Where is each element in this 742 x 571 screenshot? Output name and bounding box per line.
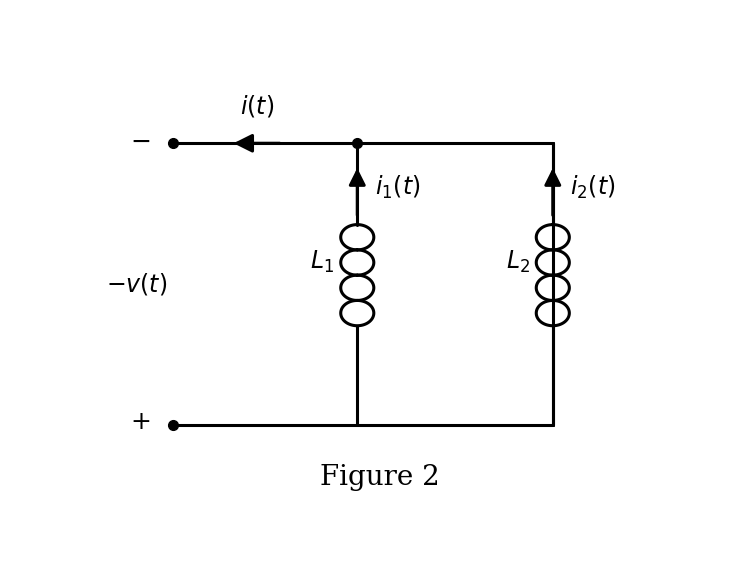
Text: $i_2(t)$: $i_2(t)$ [570, 174, 615, 201]
Text: $i_1(t)$: $i_1(t)$ [375, 174, 420, 201]
Text: $L_2$: $L_2$ [506, 249, 530, 275]
Text: $+$: $+$ [130, 411, 150, 435]
Text: $i(t)$: $i(t)$ [240, 93, 274, 119]
Text: $L_1$: $L_1$ [310, 249, 335, 275]
Text: $-v(t)$: $-v(t)$ [106, 271, 168, 297]
Text: $-$: $-$ [130, 129, 150, 153]
Text: Figure 2: Figure 2 [321, 464, 440, 490]
